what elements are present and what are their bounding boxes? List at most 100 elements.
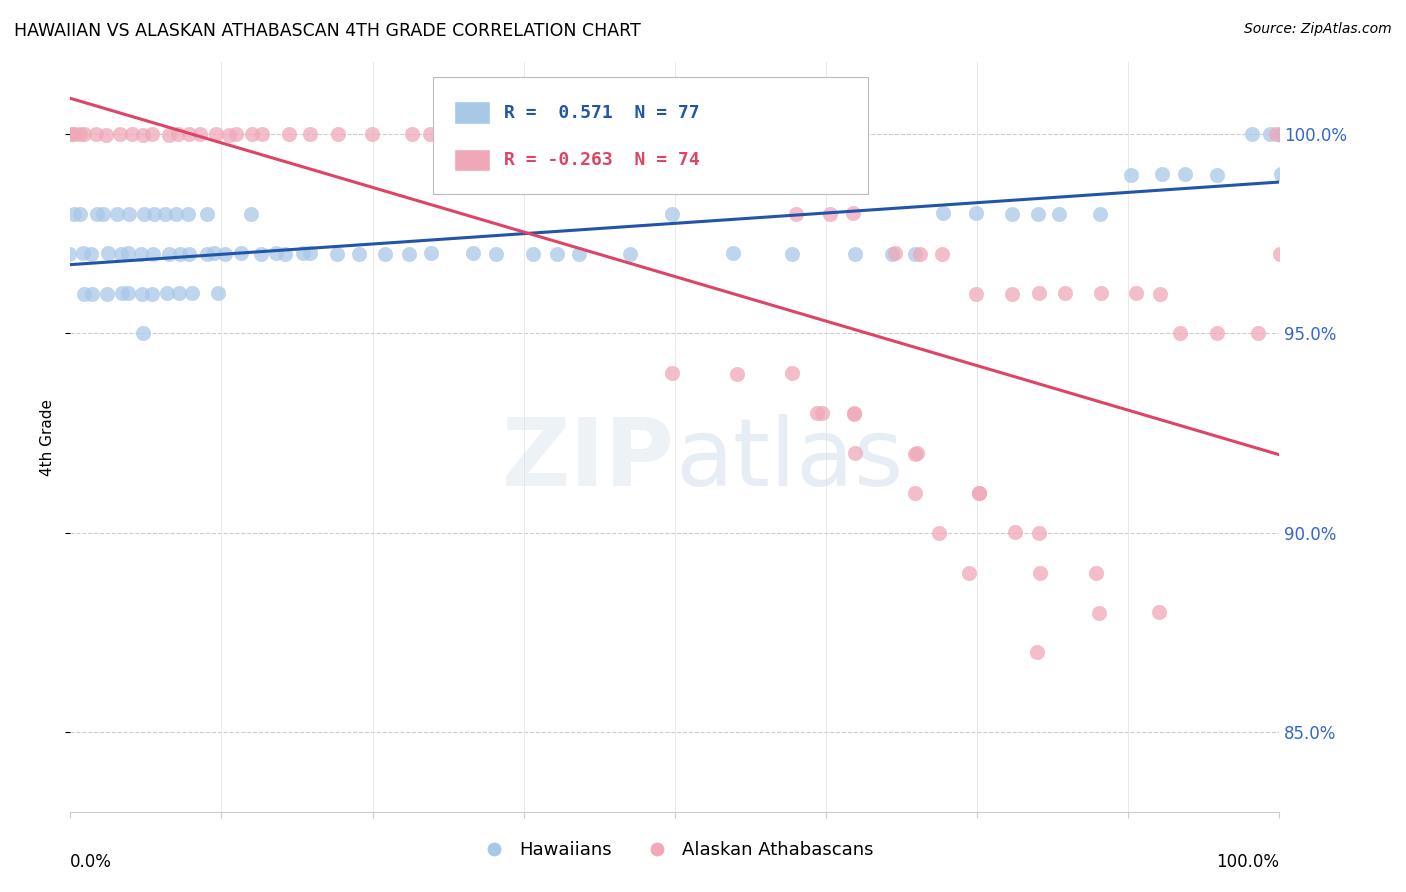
Point bbox=[908, 246, 931, 260]
Point bbox=[1028, 525, 1050, 540]
Point bbox=[141, 287, 163, 301]
Point bbox=[142, 247, 165, 261]
Point bbox=[157, 247, 180, 261]
Point bbox=[1240, 128, 1263, 142]
Point bbox=[1028, 286, 1050, 301]
Point bbox=[398, 247, 420, 261]
Point bbox=[202, 246, 225, 260]
Point bbox=[273, 246, 295, 260]
Point bbox=[1270, 246, 1292, 260]
Point bbox=[782, 247, 804, 261]
Point bbox=[72, 246, 94, 260]
Point bbox=[665, 168, 688, 182]
Point bbox=[240, 206, 263, 220]
Point bbox=[1088, 606, 1111, 620]
FancyBboxPatch shape bbox=[454, 149, 489, 171]
Point bbox=[932, 206, 955, 220]
Point bbox=[117, 246, 139, 260]
Point bbox=[80, 247, 103, 261]
Point bbox=[810, 406, 832, 420]
Point bbox=[1001, 207, 1024, 221]
Point bbox=[1004, 525, 1026, 540]
Point bbox=[1047, 207, 1070, 221]
Text: Source: ZipAtlas.com: Source: ZipAtlas.com bbox=[1244, 22, 1392, 37]
Point bbox=[214, 246, 236, 260]
Point bbox=[479, 127, 502, 141]
Point bbox=[105, 207, 128, 221]
Point bbox=[207, 286, 229, 301]
Point bbox=[842, 407, 865, 421]
Point bbox=[218, 128, 240, 142]
Point bbox=[546, 247, 568, 261]
Point bbox=[60, 127, 83, 141]
Point bbox=[131, 246, 153, 260]
Point bbox=[165, 207, 187, 221]
Point bbox=[299, 246, 322, 260]
Point bbox=[761, 166, 783, 180]
Point bbox=[177, 127, 200, 141]
Point bbox=[967, 486, 990, 500]
Point bbox=[131, 286, 153, 301]
Point bbox=[111, 286, 134, 301]
Point bbox=[97, 246, 120, 260]
Point bbox=[461, 246, 484, 260]
Point bbox=[108, 127, 131, 141]
Point bbox=[818, 207, 841, 221]
Point bbox=[1147, 606, 1170, 620]
Point bbox=[884, 246, 907, 260]
Point bbox=[298, 127, 321, 141]
Point bbox=[1085, 566, 1108, 580]
Point bbox=[1025, 645, 1047, 659]
Point bbox=[931, 246, 953, 260]
Text: 100.0%: 100.0% bbox=[1216, 853, 1279, 871]
Point bbox=[374, 247, 396, 261]
Point bbox=[240, 128, 263, 142]
Point bbox=[1205, 326, 1227, 340]
Point bbox=[568, 247, 591, 261]
Point bbox=[58, 127, 80, 141]
Point bbox=[1121, 168, 1143, 182]
Point bbox=[1270, 167, 1292, 181]
Point bbox=[965, 286, 987, 301]
Point bbox=[844, 446, 866, 460]
Point bbox=[181, 286, 204, 301]
Point bbox=[86, 207, 108, 221]
Point bbox=[721, 246, 744, 260]
Point bbox=[80, 286, 103, 301]
Point bbox=[326, 128, 349, 142]
Point bbox=[1168, 326, 1191, 341]
Point bbox=[546, 127, 568, 141]
Point bbox=[661, 366, 683, 380]
Point bbox=[195, 207, 218, 221]
Point bbox=[177, 247, 200, 261]
Point bbox=[419, 128, 441, 142]
Point bbox=[250, 247, 273, 261]
Point bbox=[69, 207, 91, 221]
FancyBboxPatch shape bbox=[454, 102, 489, 124]
Point bbox=[602, 127, 624, 141]
Text: ZIP: ZIP bbox=[502, 414, 675, 506]
Point bbox=[457, 128, 479, 142]
Point bbox=[177, 207, 200, 221]
Point bbox=[619, 247, 641, 261]
Point bbox=[69, 127, 91, 141]
Text: 0.0%: 0.0% bbox=[70, 853, 112, 871]
Point bbox=[1053, 286, 1076, 301]
Point bbox=[326, 247, 349, 261]
Point bbox=[73, 127, 96, 141]
Point bbox=[419, 246, 441, 260]
Point bbox=[347, 247, 370, 261]
Point bbox=[166, 127, 188, 141]
Point bbox=[118, 207, 141, 221]
Point bbox=[1205, 168, 1227, 182]
Point bbox=[117, 286, 139, 301]
Point bbox=[205, 128, 228, 142]
Point bbox=[1026, 207, 1049, 221]
Point bbox=[1247, 326, 1270, 341]
Point bbox=[132, 326, 155, 340]
Point bbox=[1001, 286, 1024, 301]
Point bbox=[880, 246, 903, 260]
Point bbox=[522, 127, 544, 141]
Point bbox=[1090, 207, 1112, 221]
Point bbox=[965, 206, 987, 220]
